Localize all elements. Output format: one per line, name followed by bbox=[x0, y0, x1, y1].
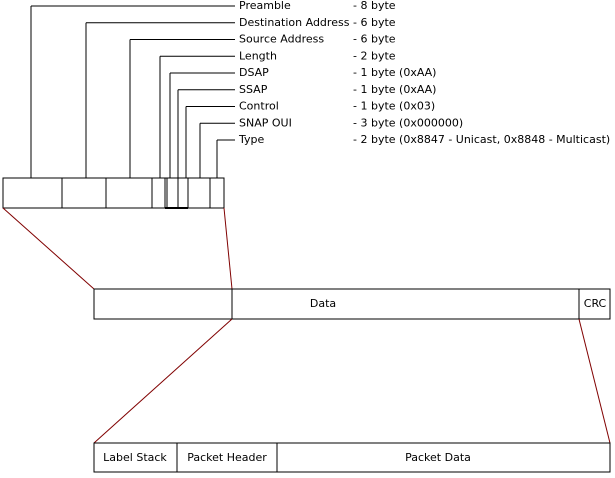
field-name: DSAP bbox=[239, 66, 269, 79]
field-name: SNAP OUI bbox=[239, 116, 292, 129]
packet-data: Packet Data bbox=[405, 451, 471, 464]
field-size: - 8 byte bbox=[353, 0, 396, 12]
label-stack: Label Stack bbox=[103, 451, 167, 464]
field-name: Length bbox=[239, 49, 277, 62]
zoom-line bbox=[223, 207, 233, 290]
zoom-line bbox=[93, 318, 233, 444]
zoom-line bbox=[2, 207, 95, 290]
field-size: - 1 byte (0x03) bbox=[353, 100, 435, 113]
field-size: - 3 byte (0x000000) bbox=[353, 116, 463, 129]
field-size: - 1 byte (0xAA) bbox=[353, 83, 436, 96]
field-size: - 6 byte bbox=[353, 16, 396, 29]
field-size: - 1 byte (0xAA) bbox=[353, 66, 436, 79]
frame-box bbox=[93, 288, 611, 320]
zoom-line bbox=[578, 318, 611, 444]
field-name: SSAP bbox=[239, 83, 268, 96]
frame-data: Data bbox=[310, 297, 336, 310]
field-name: Destination Address bbox=[239, 16, 350, 29]
field-size: - 2 byte bbox=[353, 49, 396, 62]
field-size: - 2 byte (0x8847 - Unicast, 0x8848 - Mul… bbox=[353, 133, 610, 146]
field-name: Control bbox=[239, 100, 279, 113]
packet-header: Packet Header bbox=[187, 451, 267, 464]
header-box bbox=[2, 177, 225, 209]
field-name: Preamble bbox=[239, 0, 291, 12]
field-name: Type bbox=[238, 133, 264, 146]
field-name: Source Address bbox=[239, 33, 324, 46]
payload-box bbox=[93, 442, 611, 473]
frame-crc: CRC bbox=[584, 297, 607, 310]
field-size: - 6 byte bbox=[353, 33, 396, 46]
